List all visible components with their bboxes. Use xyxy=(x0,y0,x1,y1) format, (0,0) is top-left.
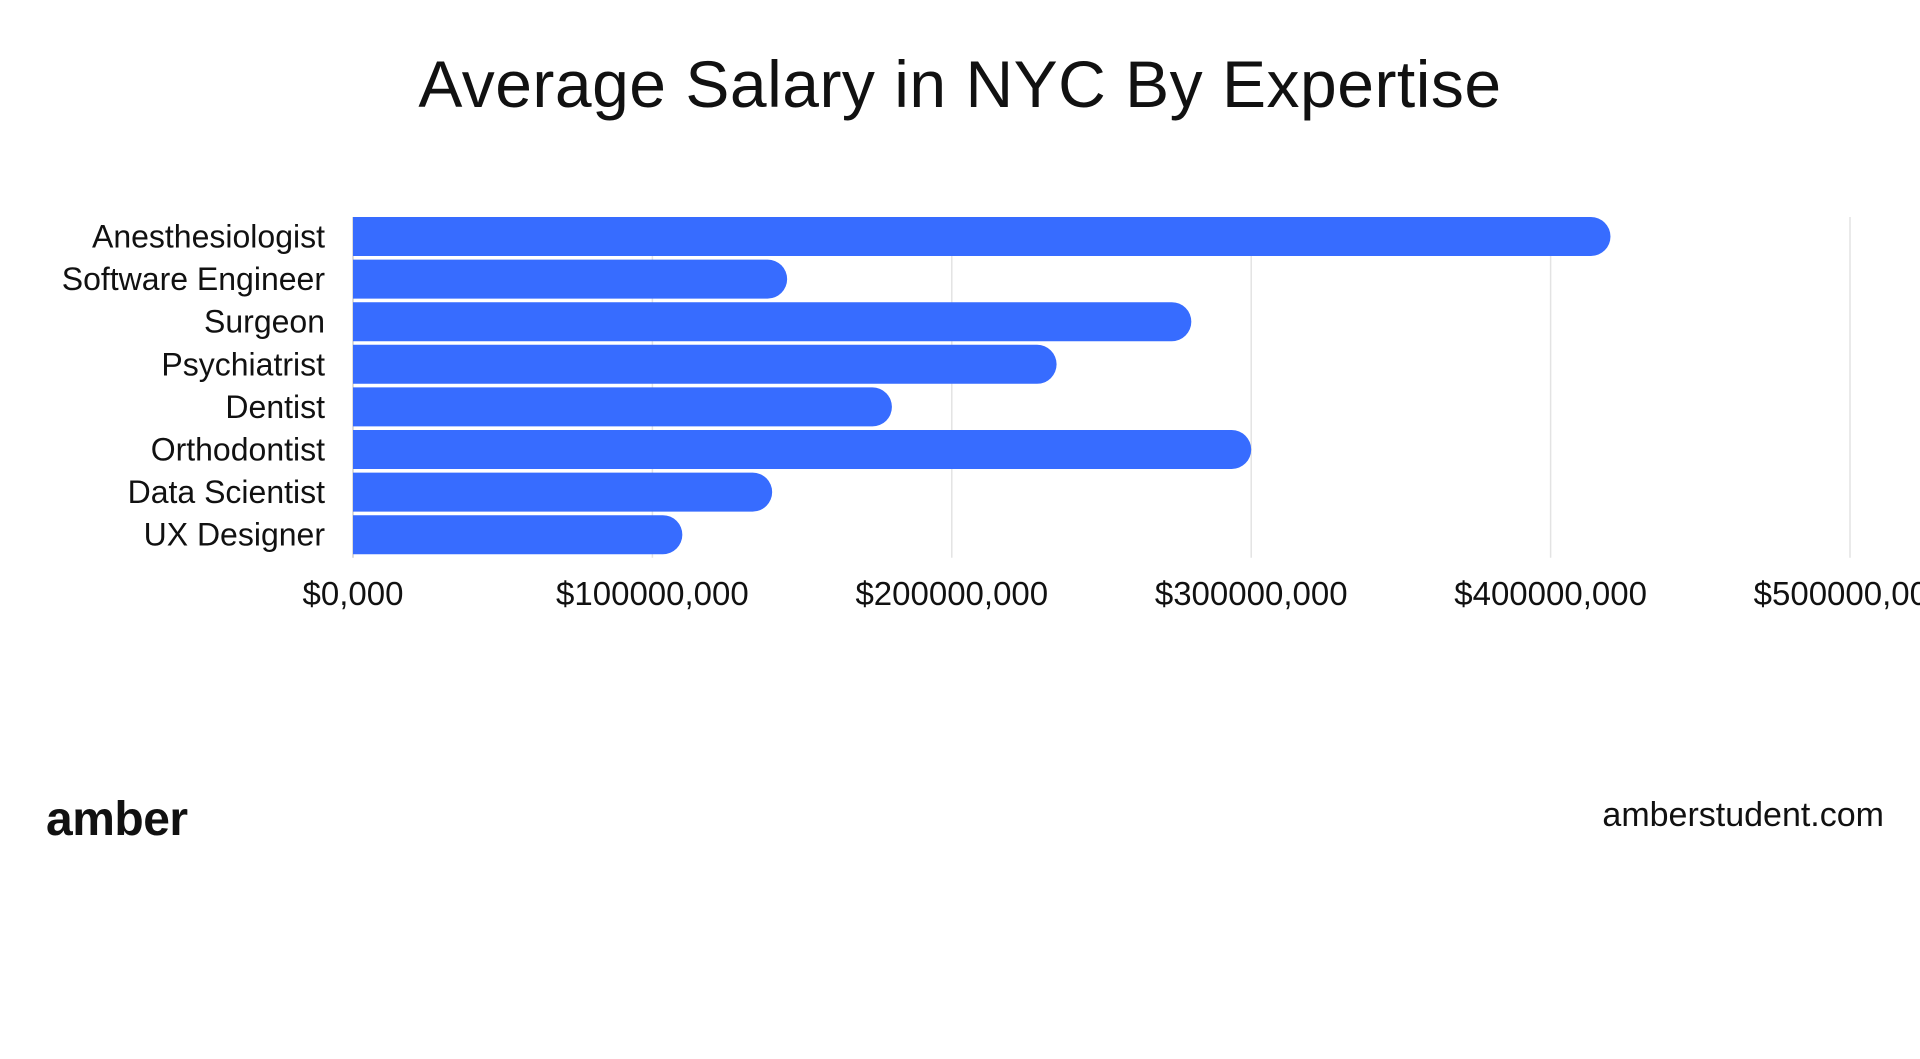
bar xyxy=(353,217,1611,256)
bar xyxy=(353,344,1057,384)
category-labels: Anesthesiologist Software Engineer Surgeon… xyxy=(62,219,326,553)
bar xyxy=(353,430,1252,469)
bar xyxy=(353,472,773,512)
bar-layer xyxy=(353,217,1611,555)
x-tick-label: $300000,000 xyxy=(1155,575,1348,612)
x-tick-label: $500000,000 xyxy=(1754,575,1920,612)
category-label: UX Designer xyxy=(144,517,326,553)
category-label: Surgeon xyxy=(204,304,325,340)
bar xyxy=(353,515,683,555)
x-tick-label: $0,000 xyxy=(303,575,404,612)
x-tick-label: $200000,000 xyxy=(855,575,1048,612)
bar xyxy=(353,259,788,299)
x-tick-label: $400000,000 xyxy=(1454,575,1647,612)
category-label: Data Scientist xyxy=(128,474,326,510)
category-label: Orthodontist xyxy=(151,432,325,468)
bar xyxy=(353,387,892,427)
category-label: Dentist xyxy=(225,389,325,425)
x-tick-labels: $0,000 $100000,000 $200000,000 $300000,000 $… xyxy=(303,575,1920,612)
chart-title: Average Salary in NYC By Expertise xyxy=(418,47,1502,121)
bar-chart: Anesthesiologist Software Engineer Surgeon… xyxy=(62,217,1920,612)
category-label: Software Engineer xyxy=(62,261,326,297)
bar xyxy=(353,302,1192,342)
brand-url: amberstudent.com xyxy=(1602,796,1884,834)
category-label: Anesthesiologist xyxy=(92,219,325,255)
brand-logo: amber xyxy=(46,793,188,846)
x-tick-label: $100000,000 xyxy=(556,575,749,612)
category-label: Psychiatrist xyxy=(161,346,325,382)
